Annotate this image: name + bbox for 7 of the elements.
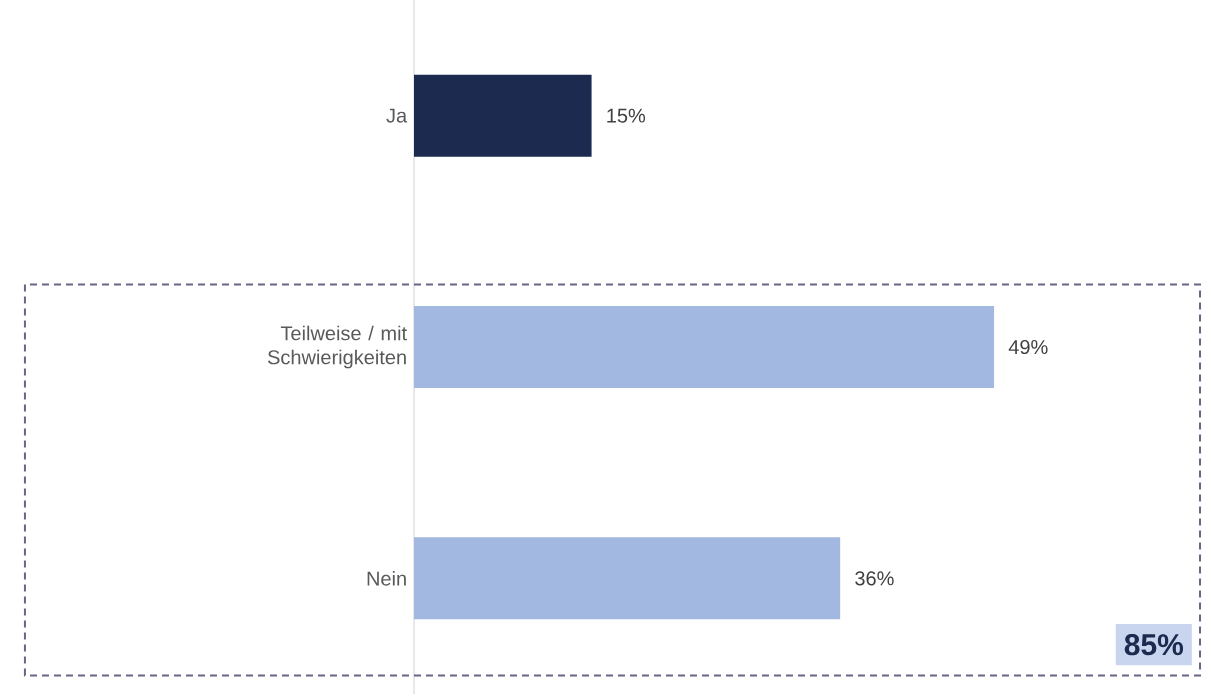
y-tick-label: Ja [386, 108, 408, 123]
text: 85% [1124, 634, 1184, 656]
data-label: 15% [607, 108, 646, 123]
data-label: 49% [1008, 339, 1048, 355]
data-label: 36% [855, 571, 894, 586]
y-tick-label: Teilweise / mit Schwierigkeiten [267, 325, 407, 369]
y-tick-label: Nein [367, 571, 406, 586]
